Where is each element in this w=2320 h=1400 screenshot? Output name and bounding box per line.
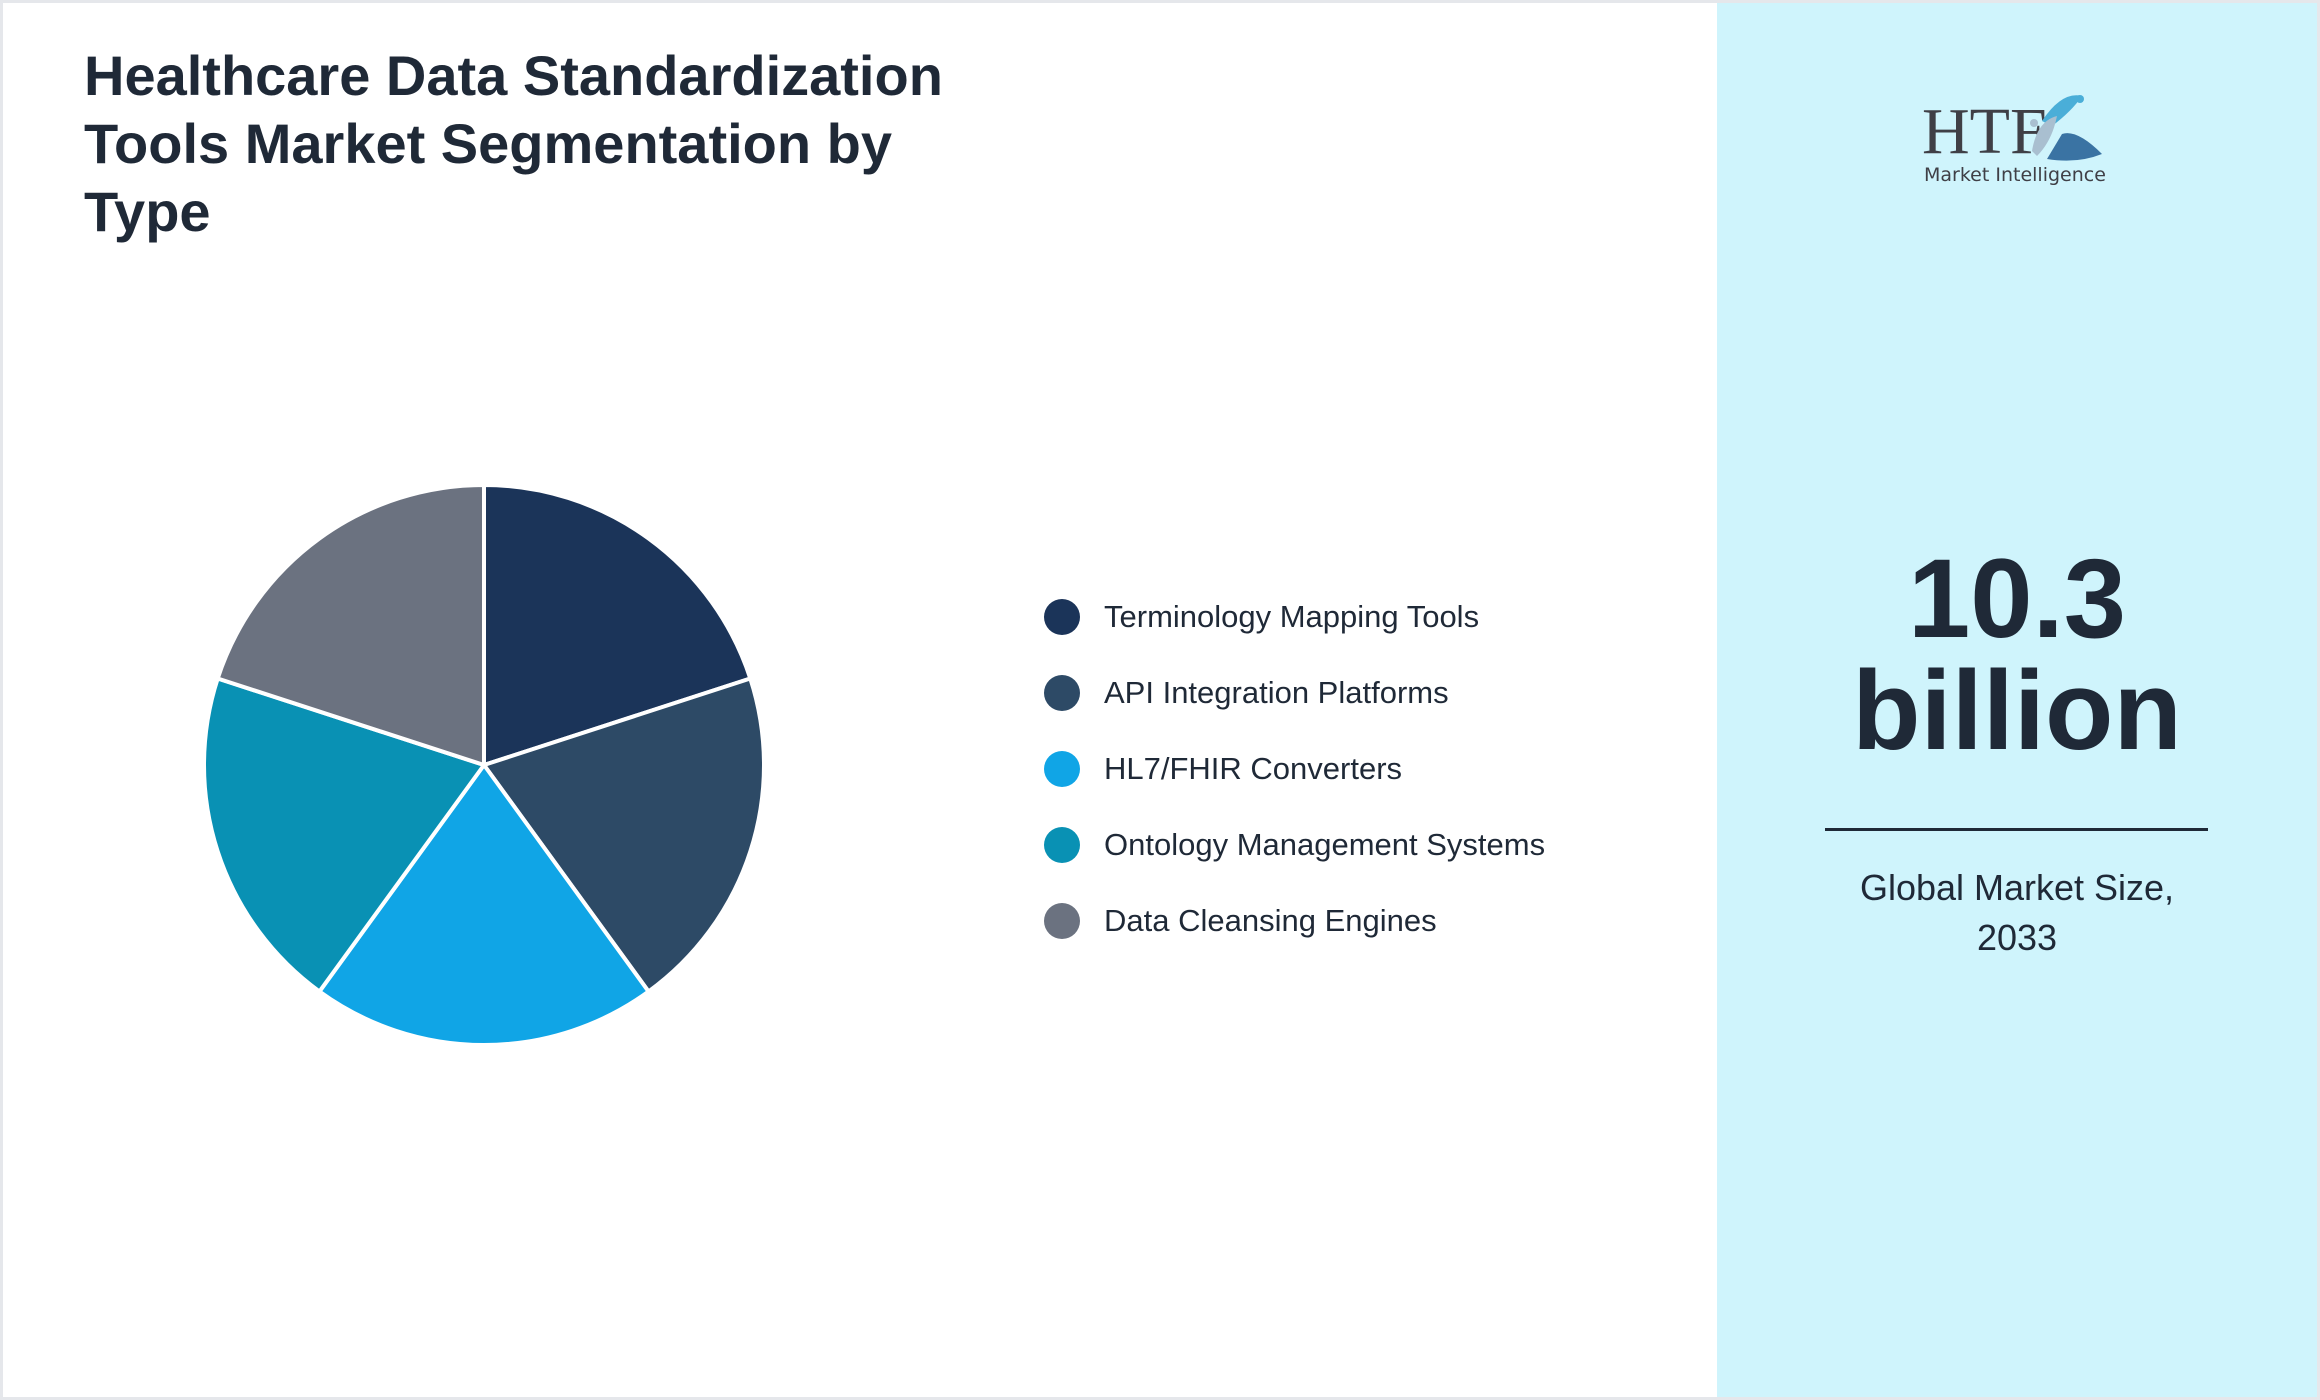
divider <box>1825 828 2208 831</box>
pie-slice-2 <box>480 675 766 995</box>
market-size-value: 10.3 billion <box>1852 536 2182 773</box>
market-size-panel: HTF Market Intelligence 10.3 billion Glob… <box>1717 3 2317 1397</box>
pie-slice-4 <box>202 675 488 995</box>
legend-label: Terminology Mapping Tools <box>1104 599 1480 634</box>
legend-label: Ontology Management Systems <box>1104 827 1546 862</box>
legend-swatch <box>1044 751 1080 787</box>
legend-label: HL7/FHIR Converters <box>1104 751 1403 786</box>
legend-item: Ontology Management Systems <box>1044 827 1545 863</box>
legend-item: Terminology Mapping Tools <box>1044 599 1479 635</box>
pie-slice-3 <box>316 761 652 1047</box>
legend-swatch <box>1044 675 1080 711</box>
legend-swatch <box>1044 827 1080 863</box>
htf-logo: HTF Market Intelligence <box>1922 95 2106 186</box>
legend-label: API Integration Platforms <box>1104 675 1449 710</box>
legend-item: API Integration Platforms <box>1044 675 1449 711</box>
market-size-caption: Global Market Size, 2033 <box>1859 867 2175 958</box>
logo-tagline: Market Intelligence <box>1924 164 2106 186</box>
legend-label: Data Cleansing Engines <box>1104 903 1437 938</box>
legend-item: Data Cleansing Engines <box>1044 903 1437 939</box>
pie-slice-1 <box>482 482 753 768</box>
pie-slice-5 <box>215 482 486 768</box>
svg-text:HTF: HTF <box>1922 95 2047 168</box>
pie-chart <box>202 482 766 1047</box>
legend-swatch <box>1044 903 1080 939</box>
chart-title: Healthcare Data Standardization Tools Ma… <box>84 44 943 243</box>
legend-item: HL7/FHIR Converters <box>1044 751 1402 787</box>
legend-swatch <box>1044 599 1080 635</box>
